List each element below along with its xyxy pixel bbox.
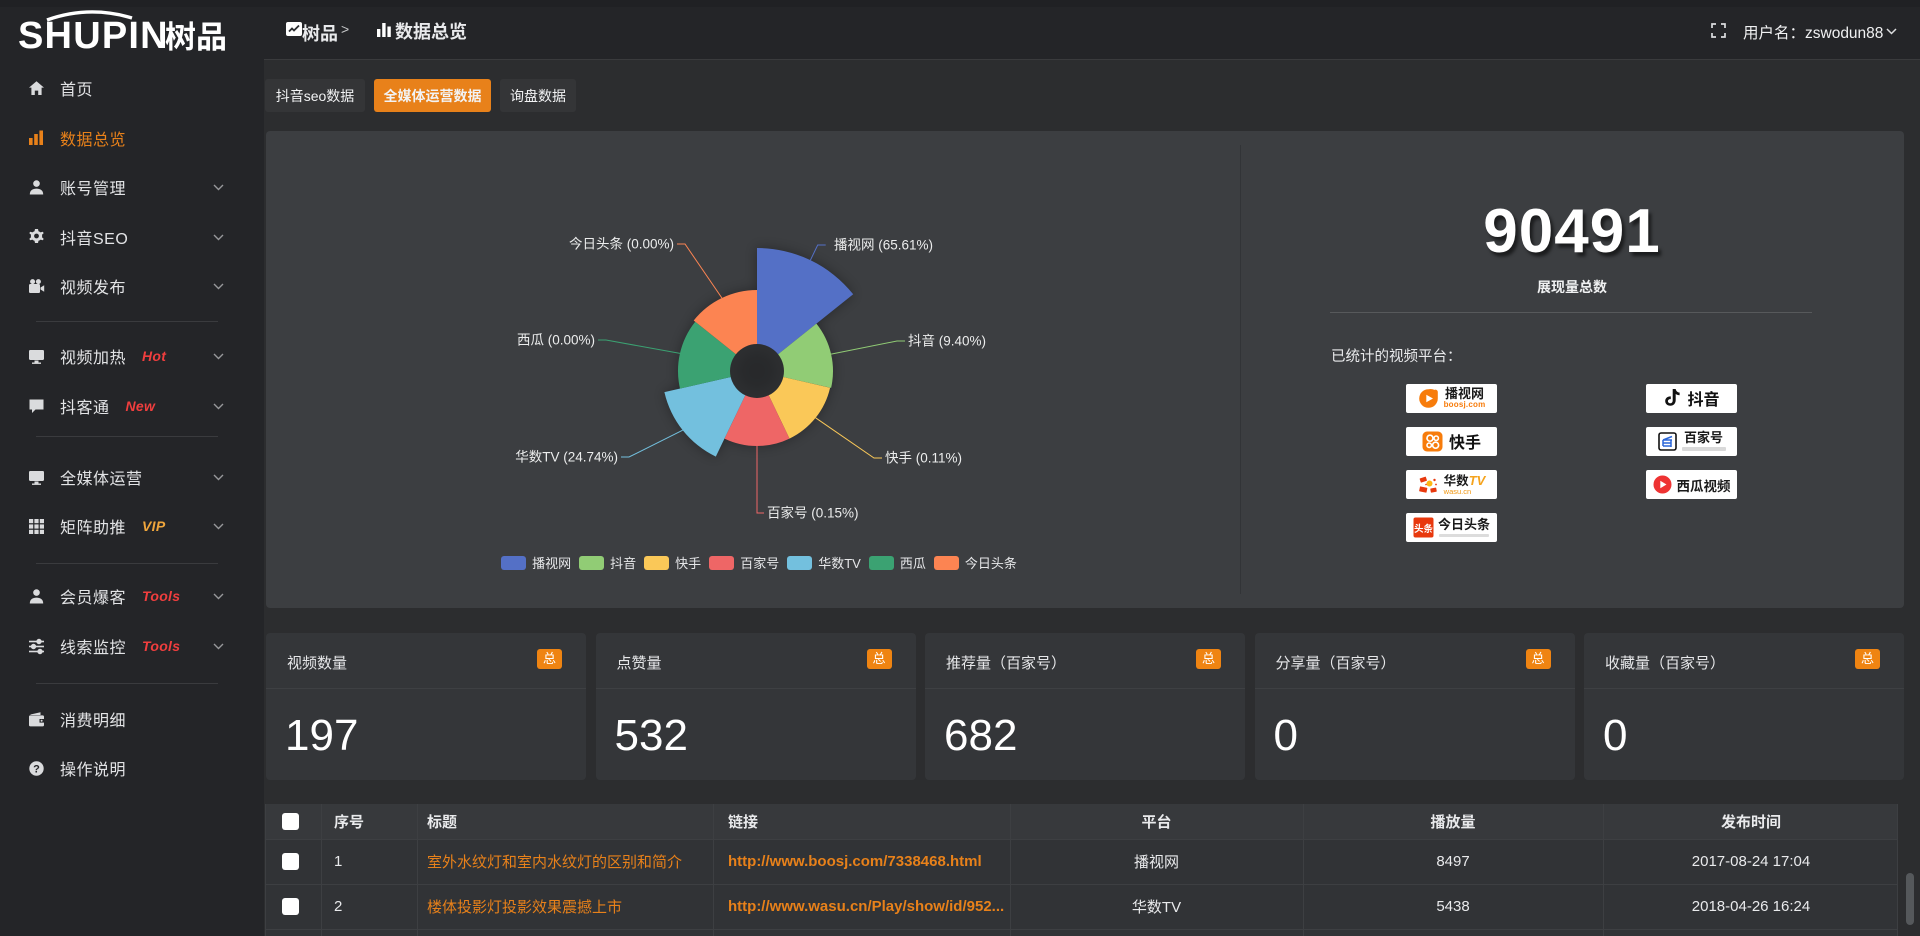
svg-text:头条: 头条: [1414, 523, 1434, 535]
svg-text:华数TV (24.74%): 华数TV (24.74%): [515, 450, 618, 465]
svg-text:SHUPIN: SHUPIN: [19, 15, 169, 54]
svg-text:?: ?: [33, 763, 40, 775]
svg-text:今日头条 (0.00%): 今日头条 (0.00%): [569, 236, 674, 252]
svg-text:抖音 (9.40%): 抖音 (9.40%): [908, 333, 986, 349]
svg-text:西瓜 (0.00%): 西瓜 (0.00%): [517, 333, 595, 348]
svg-text:百家号 (0.15%): 百家号 (0.15%): [767, 505, 859, 521]
svg-text:快手 (0.11%): 快手 (0.11%): [885, 451, 962, 466]
svg-text:树品: 树品: [165, 20, 227, 54]
svg-text:播视网 (65.61%): 播视网 (65.61%): [834, 238, 933, 253]
